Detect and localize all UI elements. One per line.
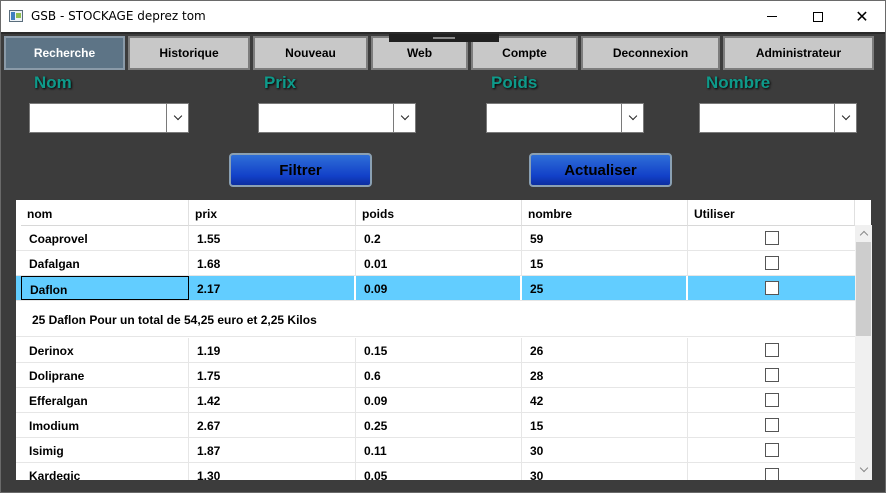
cell-nom: Kardegic (21, 463, 189, 480)
app-icon (9, 10, 23, 22)
cell-poids: 0.6 (356, 363, 522, 387)
prix-combobox[interactable] (258, 103, 416, 133)
cell-nom: Isimig (21, 438, 189, 462)
cell-nom: Daflon (21, 276, 189, 300)
tab-deconnexion[interactable]: Deconnexion (581, 36, 720, 70)
column-header-nombre[interactable]: nombre (522, 200, 688, 226)
tab-administrateur[interactable]: Administrateur (723, 36, 874, 70)
cell-nombre: 30 (522, 463, 688, 480)
cell-poids: 0.2 (356, 226, 522, 250)
tab-nouveau[interactable]: Nouveau (253, 36, 368, 70)
column-header-poids[interactable]: poids (356, 200, 522, 226)
cell-nom: Efferalgan (21, 388, 189, 412)
cell-prix: 1.68 (189, 251, 356, 275)
filter-label-nom: Nom (34, 73, 72, 92)
utiliser-checkbox[interactable] (765, 393, 779, 407)
poids-combobox[interactable] (486, 103, 644, 133)
filter-label-poids: Poids (491, 73, 538, 92)
cell-poids: 0.01 (356, 251, 522, 275)
cell-poids: 0.15 (356, 338, 522, 362)
close-button[interactable]: ✕ (839, 1, 885, 32)
cell-prix: 1.55 (189, 226, 356, 250)
table-row-selected[interactable]: Daflon 2.17 0.09 25 (16, 276, 855, 301)
cell-prix: 1.42 (189, 388, 356, 412)
utiliser-checkbox[interactable] (765, 418, 779, 432)
cell-poids: 0.09 (356, 388, 522, 412)
column-header-utiliser[interactable]: Utiliser (688, 200, 855, 226)
cell-nom: Coaprovel (21, 226, 189, 250)
column-header-nom[interactable]: nom (21, 200, 189, 226)
cell-prix: 1.75 (189, 363, 356, 387)
column-header-prix[interactable]: prix (189, 200, 356, 226)
close-icon: ✕ (855, 6, 869, 26)
chevron-down-icon[interactable] (393, 104, 415, 132)
cell-nombre: 15 (522, 251, 688, 275)
table-row[interactable]: Kardegic 1.30 0.05 30 (16, 463, 855, 480)
maximize-button[interactable] (795, 1, 841, 32)
cell-poids: 0.11 (356, 438, 522, 462)
maximize-icon (813, 11, 823, 22)
table-row[interactable]: Isimig 1.87 0.11 30 (16, 438, 855, 463)
window-title: GSB - STOCKAGE deprez tom (31, 9, 206, 23)
scroll-down-arrow-icon[interactable] (855, 462, 872, 478)
scroll-thumb[interactable] (856, 242, 871, 336)
cell-nombre: 15 (522, 413, 688, 437)
scroll-up-arrow-icon[interactable] (855, 225, 872, 241)
filter-label-prix: Prix (264, 73, 297, 92)
table-row[interactable]: Imodium 2.67 0.25 15 (16, 413, 855, 438)
drag-handle[interactable] (389, 34, 499, 42)
cell-prix: 1.30 (189, 463, 356, 480)
cell-prix: 1.19 (189, 338, 356, 362)
vertical-scrollbar[interactable] (855, 225, 872, 480)
grip-icon (433, 37, 455, 39)
utiliser-checkbox[interactable] (765, 368, 779, 382)
filter-button[interactable]: Filtrer (229, 153, 372, 187)
filter-label-nombre: Nombre (706, 73, 771, 92)
chevron-down-icon[interactable] (834, 104, 856, 132)
table-row[interactable]: Coaprovel 1.55 0.2 59 (16, 226, 855, 251)
cell-nom: Imodium (21, 413, 189, 437)
tab-historique[interactable]: Historique (128, 36, 250, 70)
cell-nombre: 26 (522, 338, 688, 362)
minimize-button[interactable] (749, 1, 795, 32)
utiliser-checkbox[interactable] (765, 343, 779, 357)
utiliser-checkbox[interactable] (765, 443, 779, 457)
row-details: 25 Daflon Pour un total de 54,25 euro et… (16, 302, 855, 337)
tab-bar: Recherche Historique Nouveau Web Compte … (1, 34, 885, 71)
minimize-icon (767, 16, 777, 17)
cell-nombre: 59 (522, 226, 688, 250)
title-bar: GSB - STOCKAGE deprez tom ✕ (1, 1, 885, 32)
cell-nom: Doliprane (21, 363, 189, 387)
cell-prix: 2.17 (189, 276, 356, 300)
cell-nombre: 25 (522, 276, 688, 300)
cell-poids: 0.25 (356, 413, 522, 437)
cell-nombre: 42 (522, 388, 688, 412)
chevron-down-icon[interactable] (621, 104, 643, 132)
table-row[interactable]: Efferalgan 1.42 0.09 42 (16, 388, 855, 413)
table-row[interactable]: Derinox 1.19 0.15 26 (16, 338, 855, 363)
table-row[interactable]: Dafalgan 1.68 0.01 15 (16, 251, 855, 276)
nom-combobox[interactable] (29, 103, 189, 133)
cell-prix: 1.87 (189, 438, 356, 462)
utiliser-checkbox[interactable] (765, 231, 779, 245)
table-row[interactable]: Doliprane 1.75 0.6 28 (16, 363, 855, 388)
nombre-combobox[interactable] (699, 103, 857, 133)
cell-prix: 2.67 (189, 413, 356, 437)
cell-nombre: 28 (522, 363, 688, 387)
utiliser-checkbox[interactable] (765, 468, 779, 480)
cell-nom: Dafalgan (21, 251, 189, 275)
utiliser-checkbox[interactable] (765, 256, 779, 270)
cell-poids: 0.05 (356, 463, 522, 480)
refresh-button[interactable]: Actualiser (529, 153, 672, 187)
cell-poids: 0.09 (356, 276, 522, 300)
tab-recherche[interactable]: Recherche (4, 36, 125, 70)
utiliser-checkbox[interactable] (765, 281, 779, 295)
product-grid[interactable]: nom prix poids nombre Utiliser Coaprovel… (16, 200, 871, 480)
cell-nom: Derinox (21, 338, 189, 362)
title-divider (1, 32, 885, 34)
chevron-down-icon[interactable] (166, 104, 188, 132)
cell-nombre: 30 (522, 438, 688, 462)
